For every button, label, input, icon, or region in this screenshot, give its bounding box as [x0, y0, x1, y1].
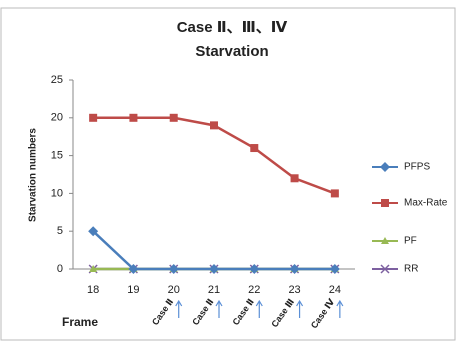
- x-tick-label: 24: [329, 284, 341, 296]
- y-tick-label: 5: [57, 225, 63, 237]
- marker: [89, 265, 98, 272]
- x-tick-label: 22: [248, 284, 260, 296]
- legend-label: RR: [404, 264, 418, 275]
- marker: [128, 264, 139, 274]
- marker: [249, 264, 260, 274]
- x-tick-label: 18: [87, 284, 99, 296]
- marker: [89, 113, 98, 122]
- marker: [168, 264, 179, 274]
- legend-label: PFPS: [404, 162, 430, 173]
- annotation-arrow: [296, 299, 304, 318]
- marker: [329, 264, 340, 274]
- y-tick-label: 15: [51, 150, 63, 162]
- y-axis-label: Starvation numbers: [28, 128, 39, 222]
- annotation-arrow: [255, 299, 263, 318]
- legend-marker: [381, 199, 389, 207]
- x-tick-label: 20: [168, 284, 180, 296]
- chart-subtitle: Starvation: [195, 43, 268, 60]
- legend-marker: [380, 162, 390, 172]
- marker: [210, 121, 218, 130]
- marker: [169, 113, 178, 122]
- y-tick-label: 25: [51, 74, 63, 86]
- marker: [209, 264, 219, 274]
- chart-frame: [0, 7, 456, 341]
- annotation-arrow: [215, 299, 223, 318]
- y-tick-label: 10: [51, 187, 63, 199]
- annotation-arrow: [175, 299, 183, 318]
- legend-marker: [380, 264, 390, 274]
- x-tick-label: 21: [208, 284, 220, 296]
- y-tick-label: 0: [57, 263, 63, 275]
- y-tick-label: 20: [51, 112, 63, 124]
- marker: [330, 189, 339, 198]
- marker: [289, 264, 300, 274]
- x-tick-label: 23: [288, 284, 300, 296]
- annotation-arrow: [336, 299, 344, 318]
- legend-label: Max-Rate: [404, 198, 448, 209]
- marker: [129, 113, 138, 122]
- marker: [250, 144, 259, 153]
- x-tick-label: 19: [127, 284, 139, 296]
- marker: [88, 226, 99, 237]
- legend-marker: [381, 237, 389, 244]
- marker: [290, 174, 299, 183]
- x-axis-label: Frame: [62, 315, 98, 329]
- chart-title: Case Ⅱ、Ⅲ、Ⅳ: [177, 19, 288, 36]
- legend-label: PF: [404, 236, 417, 247]
